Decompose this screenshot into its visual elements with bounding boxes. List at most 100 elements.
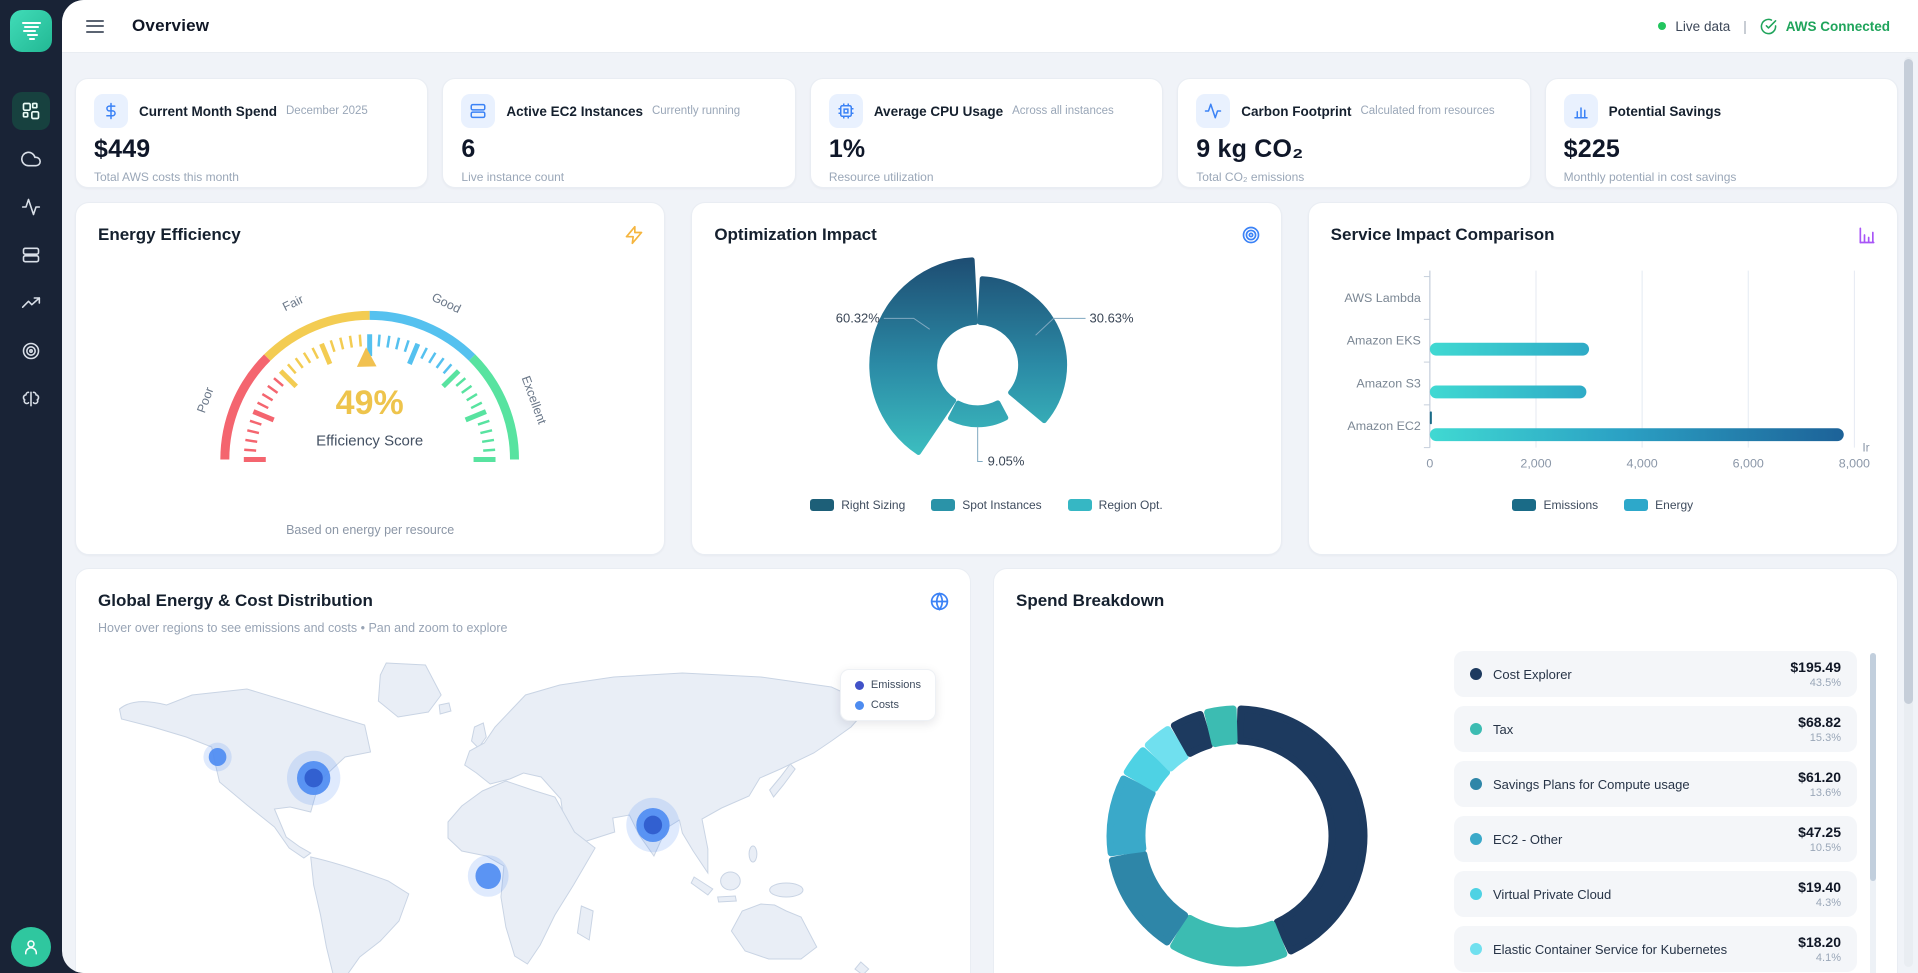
- spend-row: Savings Plans for Compute usage $61.20 13…: [1454, 761, 1857, 807]
- menu-icon[interactable]: [86, 19, 104, 33]
- kpi-card-carbon: Carbon Footprint Calculated from resourc…: [1177, 78, 1531, 188]
- trending-up-icon: [21, 297, 41, 308]
- service-impact-card: Service Impact Comparison 0 2,000 4,000 6,0…: [1307, 202, 1898, 555]
- globe-icon: [930, 592, 949, 611]
- bar-chart-icon: [1859, 227, 1875, 244]
- svg-text:Ir: Ir: [1862, 441, 1869, 455]
- svg-text:Fair: Fair: [280, 292, 305, 314]
- svg-text:9.05%: 9.05%: [988, 454, 1025, 469]
- svg-text:6,000: 6,000: [1732, 457, 1763, 471]
- svg-text:4,000: 4,000: [1626, 457, 1657, 471]
- kpi-card-cpu: Average CPU Usage Across all instances 1…: [809, 78, 1164, 188]
- kpi-footer: Live instance count: [461, 170, 565, 184]
- service-impact-legend: Emissions Energy: [1309, 498, 1897, 512]
- spend-row: Cost Explorer $195.49 43.5%: [1454, 651, 1857, 697]
- spend-donut-chart: [1106, 705, 1368, 967]
- brain-icon: [22, 391, 40, 407]
- spend-row: Elastic Container Service for Kubernetes…: [1454, 926, 1857, 972]
- check-circle-icon: [1760, 18, 1777, 34]
- kpi-subtitle: December 2025: [286, 105, 368, 117]
- world-map[interactable]: [94, 657, 954, 973]
- cloud-icon: [21, 151, 41, 167]
- cpu-icon: [828, 94, 863, 128]
- live-status-dot: [1658, 22, 1667, 30]
- sidebar: [0, 0, 62, 973]
- kpi-value: 1%: [828, 135, 866, 163]
- top-bar: Overview Live data | AWS Connected: [62, 0, 1918, 53]
- user-avatar[interactable]: [11, 927, 51, 967]
- kpi-footer: Resource utilization: [828, 170, 934, 184]
- tornado-logo-icon: [21, 21, 42, 41]
- map-subtitle: Hover over regions to see emissions and …: [98, 621, 508, 635]
- svg-text:Poor: Poor: [194, 385, 216, 414]
- chart-title: Energy Efficiency: [98, 225, 241, 244]
- svg-text:60.32%: 60.32%: [836, 310, 880, 325]
- svg-text:Efficiency Score: Efficiency Score: [316, 433, 423, 450]
- chart-title: Global Energy & Cost Distribution: [98, 591, 373, 610]
- target-icon: [22, 342, 40, 360]
- chart-title: Spend Breakdown: [1016, 591, 1165, 610]
- kpi-value: $449: [94, 135, 151, 163]
- spend-row: Virtual Private Cloud $19.40 4.3%: [1454, 871, 1857, 917]
- svg-text:8,000: 8,000: [1838, 457, 1869, 471]
- svg-text:Amazon S3: Amazon S3: [1356, 376, 1421, 390]
- svg-text:30.63%: 30.63%: [1090, 310, 1134, 325]
- spend-list[interactable]: Cost Explorer $195.49 43.5% Tax $68.82 15.…: [1454, 651, 1857, 973]
- kpi-footer: Monthly potential in cost savings: [1563, 170, 1737, 184]
- svg-text:Amazon EC2: Amazon EC2: [1347, 419, 1421, 433]
- kpi-title: Potential Savings: [1608, 103, 1722, 119]
- kpi-card-spend: Current Month Spend December 2025 $449 T…: [75, 78, 429, 188]
- sidebar-item-cloud[interactable]: [12, 140, 50, 178]
- gauge-footer: Based on energy per resource: [286, 523, 455, 537]
- svg-text:Excellent: Excellent: [519, 374, 550, 427]
- kpi-title: Active EC2 Instances: [506, 103, 643, 119]
- spend-breakdown-card: Spend Breakdown Cost Explorer $195.49 43.…: [993, 568, 1898, 973]
- instances-icon: [461, 94, 496, 128]
- pulse-icon: [1196, 94, 1231, 128]
- user-icon: [25, 940, 37, 955]
- kpi-row: Current Month Spend December 2025 $449 T…: [75, 78, 1899, 188]
- optimization-rose-chart: 60.32% 30.63% 9.05%: [836, 257, 1134, 469]
- charts-row: Energy Efficiency 49% Efficiency Score Poo…: [75, 202, 1898, 555]
- svg-text:Amazon EKS: Amazon EKS: [1346, 334, 1420, 348]
- spend-row: EC2 - Other $47.25 10.5%: [1454, 816, 1857, 862]
- app-logo[interactable]: [10, 10, 52, 52]
- page-scrollbar[interactable]: [1904, 57, 1913, 967]
- server-icon: [22, 247, 40, 263]
- svg-text:AWS Lambda: AWS Lambda: [1344, 291, 1421, 305]
- energy-efficiency-card: Energy Efficiency 49% Efficiency Score Poo…: [75, 202, 666, 555]
- spend-row: Tax $68.82 15.3%: [1454, 706, 1857, 752]
- chart-title: Optimization Impact: [714, 225, 877, 244]
- sidebar-item-optimization[interactable]: [12, 332, 50, 370]
- kpi-value: 9 kg CO₂: [1196, 135, 1304, 163]
- kpi-title: Carbon Footprint: [1241, 103, 1352, 119]
- optimization-legend: Right Sizing Spot Instances Region Opt.: [692, 498, 1280, 512]
- svg-text:Good: Good: [430, 290, 464, 316]
- kpi-card-instances: Active EC2 Instances Currently running 6…: [442, 78, 796, 188]
- spend-list-scrollbar[interactable]: [1870, 653, 1876, 973]
- kpi-card-savings: Potential Savings $225 Monthly potential…: [1544, 78, 1899, 188]
- svg-text:49%: 49%: [336, 384, 404, 422]
- sidebar-item-activity[interactable]: [12, 188, 50, 226]
- bolt-icon: [625, 225, 643, 245]
- dashboard-icon: [22, 102, 40, 120]
- kpi-value: 6: [461, 135, 476, 163]
- activity-icon: [21, 198, 41, 216]
- kpi-title: Current Month Spend: [139, 103, 277, 119]
- sidebar-item-servers[interactable]: [12, 236, 50, 274]
- kpi-footer: Total AWS costs this month: [94, 170, 239, 184]
- sidebar-item-dashboard[interactable]: [12, 92, 50, 130]
- bottom-row: Global Energy & Cost Distribution Hover …: [75, 568, 1898, 973]
- aws-connected-badge[interactable]: AWS Connected: [1785, 18, 1890, 34]
- sidebar-nav: [0, 92, 62, 418]
- dollar-icon: [94, 94, 128, 128]
- kpi-footer: Total CO₂ emissions: [1196, 170, 1305, 184]
- svg-text:0: 0: [1426, 457, 1433, 471]
- page-title: Overview: [132, 16, 210, 35]
- svg-text:2,000: 2,000: [1520, 457, 1551, 471]
- sidebar-item-ai[interactable]: [12, 380, 50, 418]
- status-area: Live data | AWS Connected: [1658, 18, 1890, 35]
- sidebar-item-trends[interactable]: [12, 284, 50, 322]
- kpi-title: Average CPU Usage: [873, 103, 1004, 119]
- savings-icon: [1563, 94, 1598, 128]
